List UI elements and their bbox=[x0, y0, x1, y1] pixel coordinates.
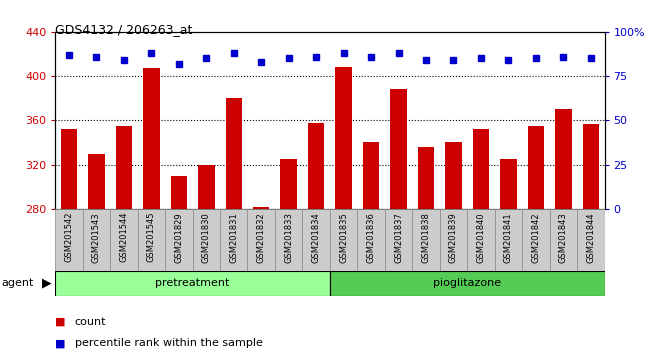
Bar bbox=[55, 209, 83, 271]
Text: GSM201829: GSM201829 bbox=[174, 212, 183, 263]
Text: GSM201544: GSM201544 bbox=[120, 212, 129, 262]
Text: GSM201830: GSM201830 bbox=[202, 212, 211, 263]
Bar bbox=[418, 147, 434, 209]
Bar bbox=[165, 209, 192, 271]
Text: GSM201841: GSM201841 bbox=[504, 212, 513, 263]
Bar bbox=[335, 67, 352, 209]
Bar bbox=[358, 209, 385, 271]
Bar bbox=[330, 209, 358, 271]
Bar bbox=[555, 109, 571, 209]
Text: GSM201834: GSM201834 bbox=[311, 212, 320, 263]
Text: percentile rank within the sample: percentile rank within the sample bbox=[75, 338, 263, 348]
Bar bbox=[111, 209, 138, 271]
Bar bbox=[302, 209, 330, 271]
Text: GSM201843: GSM201843 bbox=[559, 212, 568, 263]
Bar bbox=[439, 209, 467, 271]
Text: GDS4132 / 206263_at: GDS4132 / 206263_at bbox=[55, 23, 192, 36]
Bar bbox=[473, 129, 489, 209]
Text: GSM201542: GSM201542 bbox=[64, 212, 73, 262]
Text: GSM201838: GSM201838 bbox=[421, 212, 430, 263]
Bar bbox=[88, 154, 105, 209]
Text: GSM201832: GSM201832 bbox=[257, 212, 266, 263]
Text: GSM201840: GSM201840 bbox=[476, 212, 486, 263]
Text: GSM201831: GSM201831 bbox=[229, 212, 239, 263]
Bar bbox=[192, 209, 220, 271]
Bar bbox=[308, 122, 324, 209]
Bar bbox=[275, 209, 302, 271]
Bar bbox=[528, 126, 544, 209]
Text: pioglitazone: pioglitazone bbox=[433, 278, 501, 288]
Text: pretreatment: pretreatment bbox=[155, 278, 229, 288]
Bar bbox=[363, 143, 380, 209]
Bar bbox=[280, 159, 297, 209]
Bar bbox=[495, 209, 522, 271]
Text: GSM201833: GSM201833 bbox=[284, 212, 293, 263]
Text: ■: ■ bbox=[55, 317, 66, 327]
Bar bbox=[390, 89, 407, 209]
Text: GSM201836: GSM201836 bbox=[367, 212, 376, 263]
Text: GSM201839: GSM201839 bbox=[449, 212, 458, 263]
Bar bbox=[412, 209, 439, 271]
Bar bbox=[116, 126, 132, 209]
Text: GSM201543: GSM201543 bbox=[92, 212, 101, 263]
Bar bbox=[55, 271, 330, 296]
Bar bbox=[500, 159, 517, 209]
Bar bbox=[522, 209, 550, 271]
Text: ▶: ▶ bbox=[42, 277, 52, 290]
Bar bbox=[138, 209, 165, 271]
Bar bbox=[445, 143, 462, 209]
Text: count: count bbox=[75, 317, 106, 327]
Text: GSM201844: GSM201844 bbox=[586, 212, 595, 263]
Bar bbox=[550, 209, 577, 271]
Text: GSM201835: GSM201835 bbox=[339, 212, 348, 263]
Text: GSM201837: GSM201837 bbox=[394, 212, 403, 263]
Bar bbox=[385, 209, 412, 271]
Text: GSM201545: GSM201545 bbox=[147, 212, 156, 262]
Bar bbox=[143, 68, 160, 209]
Bar bbox=[248, 209, 275, 271]
Bar bbox=[330, 271, 604, 296]
Bar bbox=[170, 176, 187, 209]
Bar bbox=[83, 209, 110, 271]
Bar bbox=[198, 165, 214, 209]
Bar bbox=[253, 207, 270, 209]
Bar bbox=[226, 98, 242, 209]
Bar bbox=[60, 129, 77, 209]
Text: agent: agent bbox=[1, 278, 34, 288]
Bar bbox=[582, 124, 599, 209]
Bar bbox=[220, 209, 248, 271]
Bar bbox=[467, 209, 495, 271]
Text: ■: ■ bbox=[55, 338, 66, 348]
Text: GSM201842: GSM201842 bbox=[531, 212, 540, 263]
Bar bbox=[577, 209, 605, 271]
